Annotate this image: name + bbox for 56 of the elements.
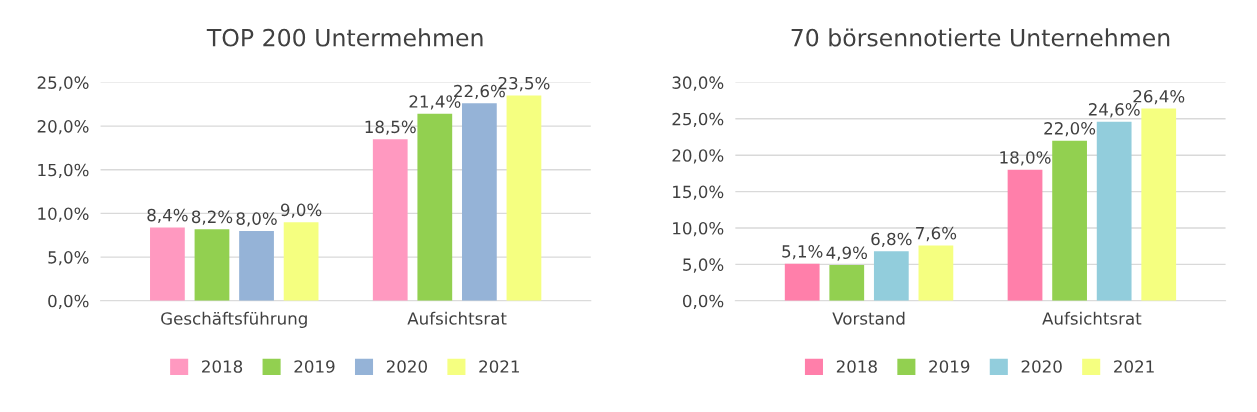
bar	[372, 139, 408, 301]
legend-label: 2020	[386, 360, 427, 373]
bar	[283, 222, 319, 301]
bar	[461, 103, 497, 301]
data-label: 26,4%	[1133, 89, 1185, 105]
y-tick-label: 20,0%	[37, 120, 89, 135]
x-tick-label: Aufsichtsrat	[1042, 311, 1142, 325]
y-tick-label: 15,0%	[38, 163, 89, 179]
legend-label: 2018	[202, 360, 243, 373]
data-label: 7,6%	[916, 226, 957, 242]
x-tick-label: Aufsichtsrat	[407, 311, 507, 325]
data-label: 8,0%	[236, 212, 277, 227]
bar	[873, 251, 909, 301]
y-tick-label: 0,0%	[682, 294, 724, 310]
legend-label: 2020	[1021, 360, 1062, 373]
data-label: 22,0%	[1044, 122, 1096, 137]
y-tick-label: 5,0%	[683, 258, 724, 273]
bar	[1096, 121, 1132, 301]
chart-title: 70 börsennotierte Unternehmen	[791, 28, 1170, 47]
data-label: 9,0%	[280, 203, 322, 218]
x-tick-label: Geschäftsführung	[161, 311, 307, 328]
y-tick-label: 5,0%	[48, 251, 89, 266]
y-tick-label: 15,0%	[673, 185, 724, 200]
bar	[194, 229, 230, 301]
data-label: 6,8%	[871, 232, 912, 247]
data-label: 24,6%	[1088, 103, 1140, 118]
chart-title: TOP 200 Untermehmen	[206, 28, 483, 47]
data-label: 18,0%	[1000, 151, 1051, 166]
data-label: 4,9%	[826, 246, 868, 261]
data-label: 8,4%	[147, 208, 188, 224]
bar	[829, 265, 865, 301]
bar	[239, 230, 274, 301]
bar	[1141, 108, 1177, 301]
bar	[918, 245, 954, 301]
legend-label: 2019	[929, 360, 970, 373]
legend-label: 2021	[1114, 360, 1154, 373]
y-tick-label: 10,0%	[673, 221, 724, 237]
bar	[1052, 140, 1087, 301]
y-tick-label: 20,0%	[672, 149, 724, 164]
bar	[784, 263, 820, 301]
legend-label: 2018	[836, 360, 877, 373]
bar	[1007, 169, 1043, 301]
bar	[417, 113, 453, 301]
legend-label: 2019	[294, 360, 335, 373]
data-label: 8,2%	[191, 210, 233, 225]
legend-label: 2021	[479, 360, 519, 373]
data-label: 5,1%	[782, 245, 823, 260]
y-tick-label: 25,0%	[672, 112, 724, 128]
data-label: 18,5%	[365, 120, 416, 135]
bar	[150, 227, 185, 301]
x-tick-label: Vorstand	[832, 311, 905, 325]
y-tick-label: 10,0%	[38, 207, 89, 222]
bar	[506, 95, 542, 301]
y-tick-label: 0,0%	[48, 294, 89, 310]
y-tick-label: 30,0%	[672, 76, 724, 91]
y-tick-label: 25,0%	[37, 76, 89, 91]
